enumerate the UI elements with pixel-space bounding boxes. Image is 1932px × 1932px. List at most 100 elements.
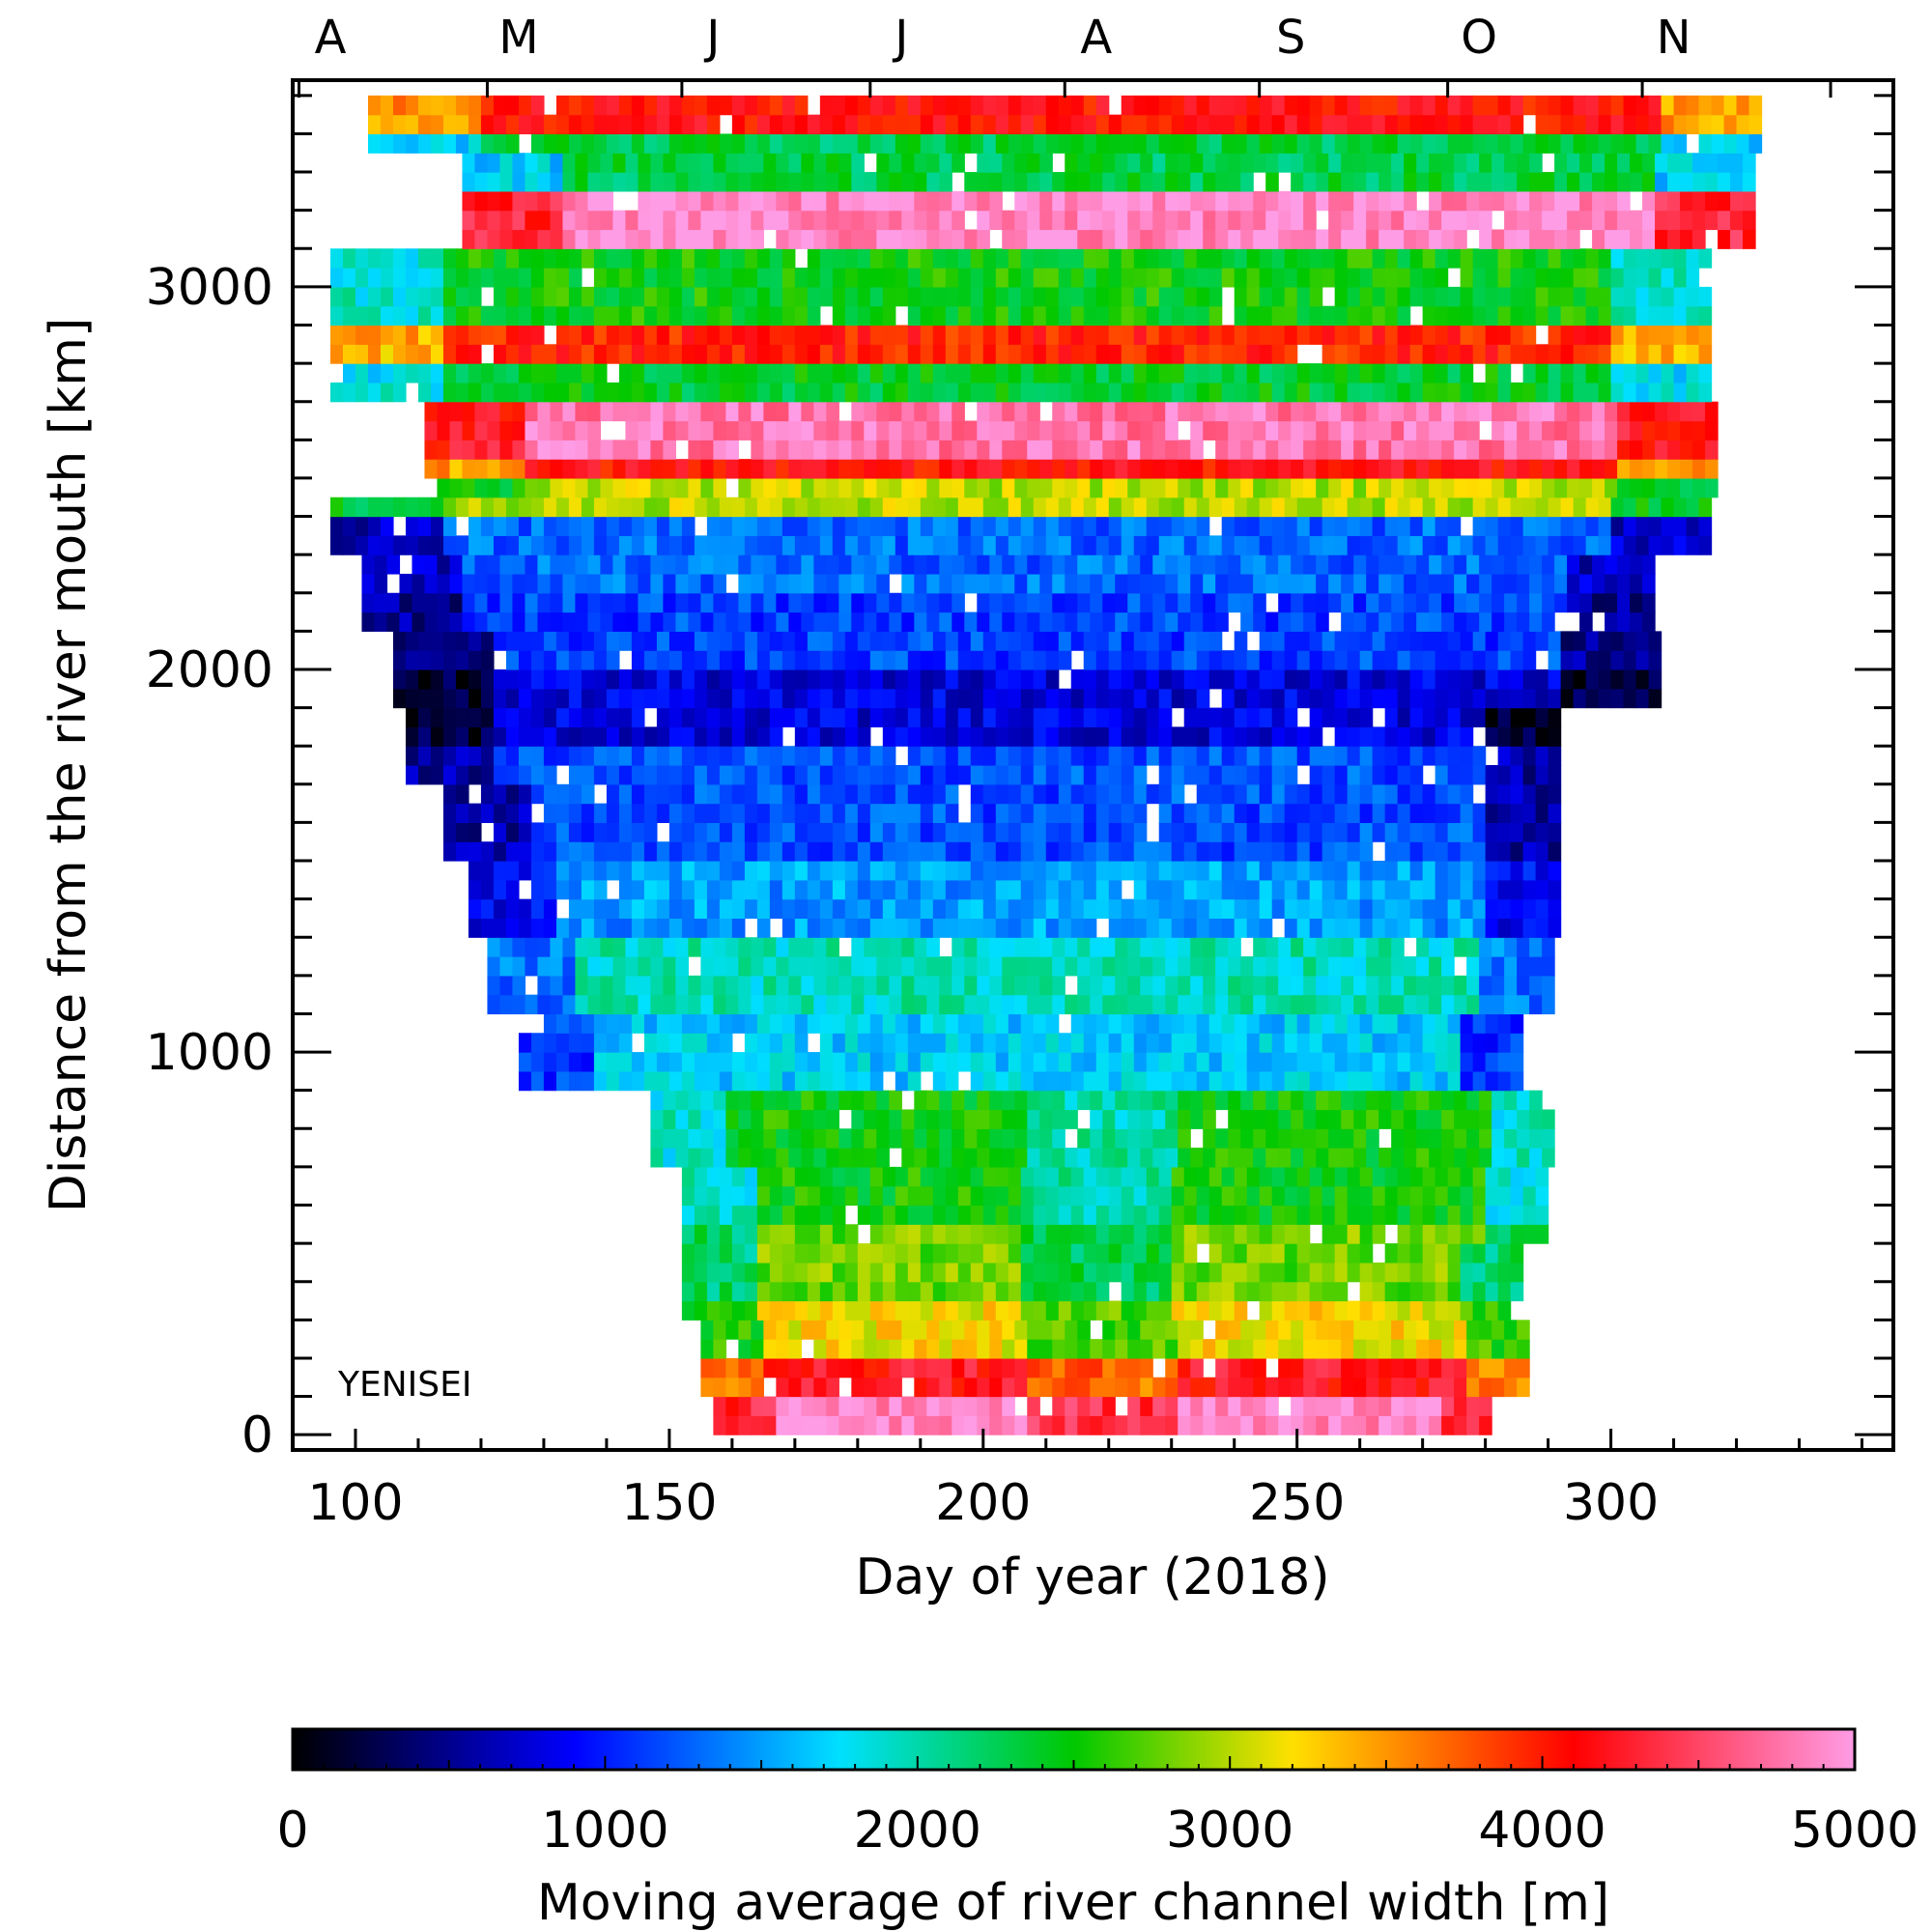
heatmap-cell [769,1070,783,1092]
heatmap-cell [832,497,846,518]
heatmap-cell [1341,459,1354,479]
heatmap-cell [1529,440,1543,460]
heatmap-cell [1573,650,1587,670]
heatmap-cell [1102,420,1116,440]
heatmap-cell [625,440,639,460]
heatmap-cell [776,1320,789,1340]
heatmap-cell [1039,1377,1053,1398]
heatmap-cell [1409,726,1424,747]
heatmap-cell [1504,1148,1518,1168]
heatmap-cell [1196,746,1210,766]
heatmap-cell [832,898,846,920]
heatmap-cell [1642,440,1656,460]
heatmap-cell [474,573,489,594]
heatmap-cell [1372,726,1386,747]
heatmap-cell [807,631,821,651]
heatmap-cell [1617,401,1631,422]
heatmap-cell [1435,1205,1449,1225]
heatmap-cell [901,401,915,422]
heatmap-cell [1673,325,1688,345]
heatmap-cell [1479,956,1492,977]
heatmap-cell [530,382,545,403]
heatmap-cell [1347,861,1361,881]
heatmap-cell [1617,477,1631,498]
heatmap-cell [719,325,733,345]
heatmap-cell [543,497,557,518]
heatmap-cell [1208,497,1223,518]
heatmap-cell [1171,879,1185,900]
heatmap-cell [1014,975,1028,996]
heatmap-cell [1208,746,1223,766]
heatmap-cell [769,1300,783,1321]
heatmap-cell [1535,707,1549,727]
heatmap-cell [1573,325,1587,345]
heatmap-cell [1472,650,1487,670]
heatmap-cell [851,554,865,575]
heatmap-cell [1215,975,1229,996]
heatmap-cell [342,344,356,364]
heatmap-cell [1497,1070,1512,1092]
heatmap-cell [656,746,670,766]
heatmap-cell [857,631,871,651]
heatmap-cell [794,918,809,938]
heatmap-cell [706,344,721,364]
heatmap-cell [1102,975,1116,996]
heatmap-cell [1384,535,1399,555]
heatmap-cell [776,994,789,1015]
heatmap-cell [1033,861,1047,881]
heatmap-cell [939,1377,952,1398]
heatmap-cell [1435,861,1449,881]
heatmap-cell [1027,477,1040,498]
heatmap-cell [455,650,469,670]
heatmap-cell [1397,363,1411,384]
heatmap-cell [1435,1033,1449,1053]
heatmap-cell [405,344,419,364]
heatmap-cell [1422,688,1436,709]
heatmap-cell [1535,783,1549,805]
heatmap-cell [1492,401,1505,422]
heatmap-cell [593,382,608,403]
heatmap-cell [970,1300,984,1321]
heatmap-cell [1146,631,1160,651]
heatmap-cell [550,401,564,422]
heatmap-cell [1359,650,1374,670]
heatmap-cell [1259,325,1273,345]
heatmap-cell [895,1262,909,1283]
heatmap-cell [813,1128,827,1149]
heatmap-cell [1208,898,1223,920]
heatmap-cell [1058,918,1072,938]
heatmap-cell [380,382,394,403]
heatmap-cell [939,975,952,996]
heatmap-cell [1291,477,1304,498]
heatmap-cell [744,1033,758,1053]
heatmap-cell [744,1013,758,1034]
heatmap-cell [876,1109,890,1129]
heatmap-cell [851,420,865,440]
heatmap-cell [945,688,959,709]
heatmap-cell [706,1185,721,1207]
heatmap-cell [926,459,940,479]
heatmap-cell [970,861,984,881]
heatmap-cell [1429,1128,1442,1149]
heatmap-cell [1347,1033,1361,1053]
heatmap-cell [1492,1109,1505,1129]
heatmap-cell [970,305,984,327]
heatmap-cell [1284,631,1298,651]
heatmap-cell [995,726,1009,747]
heatmap-cell [1014,573,1028,594]
heatmap-cell [1341,420,1354,440]
heatmap-cell [1052,1148,1065,1168]
heatmap-cell [1196,918,1210,938]
heatmap-cell [907,803,922,824]
heatmap-cell [1271,1205,1286,1225]
heatmap-cell [1409,841,1424,862]
heatmap-cell [1435,898,1449,920]
heatmap-cell [487,420,501,440]
heatmap-cell [807,746,821,766]
heatmap-cell [618,861,633,881]
heatmap-cell [763,1320,777,1340]
heatmap-cell [895,631,909,651]
heatmap-cell [449,459,464,479]
heatmap-cell [668,746,683,766]
heatmap-cell [1039,1357,1053,1378]
